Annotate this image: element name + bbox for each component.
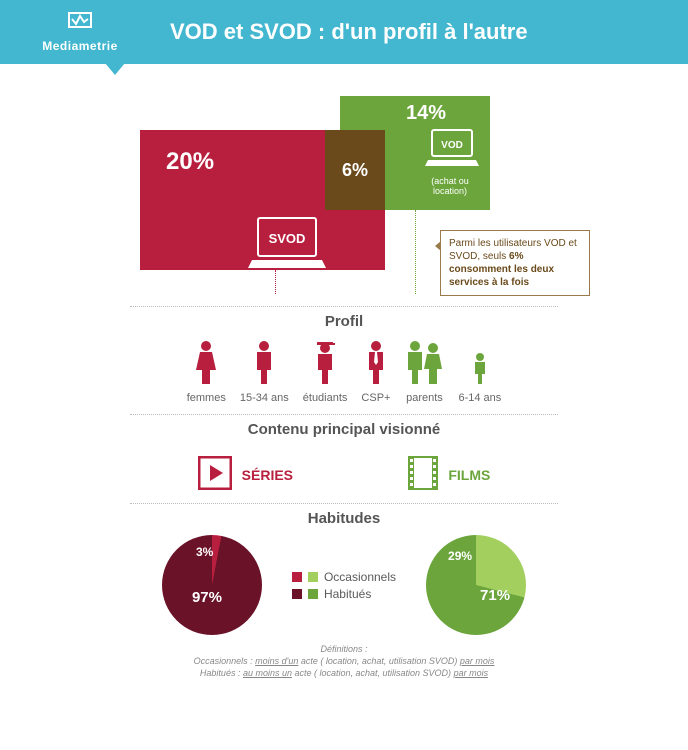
person-icon xyxy=(303,340,348,386)
content-series: SÉRIES xyxy=(198,456,293,493)
vod-sublabel: (achat ou location) xyxy=(420,176,480,196)
content-films: FILMS xyxy=(408,456,490,493)
section-title-profil: Profil xyxy=(130,306,558,330)
svg-text:VOD: VOD xyxy=(441,140,463,151)
callout-box: Parmi les utilisateurs VOD et SVOD, seul… xyxy=(440,230,590,296)
pie-label: 3% xyxy=(196,545,213,559)
profil-item: CSP+ xyxy=(361,340,390,404)
overlap-box: 6% xyxy=(325,130,385,210)
profil-item: parents xyxy=(404,340,444,404)
person-icon xyxy=(404,340,444,386)
content-label: FILMS xyxy=(448,467,490,483)
logo-icon xyxy=(20,11,140,39)
header-pointer xyxy=(0,64,688,88)
footer-line: Définitions : xyxy=(80,643,608,655)
profil-label: 6-14 ans xyxy=(458,392,501,404)
profil-label: CSP+ xyxy=(361,392,390,404)
overlap-percent: 6% xyxy=(342,160,368,181)
footer-line: Habitués : au moins un acte ( location, … xyxy=(80,667,608,679)
svg-text:SVOD: SVOD xyxy=(269,231,306,246)
play-icon xyxy=(198,456,232,493)
content-area: 14% VOD (achat ou location) 20% SVOD xyxy=(0,96,688,689)
pie-chart xyxy=(426,535,526,635)
page-title: VOD et SVOD : d'un profil à l'autre xyxy=(170,19,528,45)
profil-label: parents xyxy=(404,392,444,404)
profil-item: 6-14 ans xyxy=(458,340,501,404)
legend-label: Occasionnels xyxy=(324,570,396,584)
profil-row: femmes 15-34 ans étudiants CSP+ parents 6-14 … xyxy=(80,340,608,404)
content-row: SÉRIES FILMS xyxy=(140,456,548,493)
person-icon xyxy=(361,340,390,386)
definitions-footer: Définitions : Occasionnels : moins d'un … xyxy=(80,643,608,679)
profil-label: étudiants xyxy=(303,392,348,404)
person-icon xyxy=(458,340,501,386)
swatch-icon xyxy=(292,589,302,599)
pie-vod: 29% 71% xyxy=(426,535,526,635)
profil-label: femmes xyxy=(187,392,226,404)
pie-svod: 3% 97% xyxy=(162,535,262,635)
pie-label: 71% xyxy=(480,587,510,604)
habitudes-row: 3% 97% Occasionnels Habitués 29% 71% xyxy=(80,535,608,635)
profil-item: femmes xyxy=(187,340,226,404)
legend-row: Habitués xyxy=(292,587,396,601)
logo: Mediametrie xyxy=(20,11,140,53)
swatch-icon xyxy=(308,589,318,599)
section-title-contenu: Contenu principal visionné xyxy=(130,414,558,438)
svod-percent: 20% xyxy=(166,148,214,176)
person-icon xyxy=(187,340,226,386)
swatch-icon xyxy=(308,572,318,582)
content-label: SÉRIES xyxy=(242,467,293,483)
section-title-habitudes: Habitudes xyxy=(130,503,558,527)
film-icon xyxy=(408,456,438,493)
pie-label: 97% xyxy=(192,589,222,606)
pie-label: 29% xyxy=(448,549,472,563)
venn-diagram: 14% VOD (achat ou location) 20% SVOD xyxy=(80,96,608,296)
vod-percent: 14% xyxy=(406,102,446,125)
header: Mediametrie VOD et SVOD : d'un profil à … xyxy=(0,0,688,64)
dotted-connector xyxy=(275,270,276,294)
legend-label: Habitués xyxy=(324,587,371,601)
swatch-icon xyxy=(292,572,302,582)
pie-legend: Occasionnels Habitués xyxy=(292,567,396,604)
profil-item: étudiants xyxy=(303,340,348,404)
person-icon xyxy=(240,340,289,386)
laptop-icon: VOD xyxy=(424,128,480,173)
brand-name: Mediametrie xyxy=(20,39,140,53)
laptop-icon: SVOD xyxy=(248,216,326,277)
profil-label: 15-34 ans xyxy=(240,392,289,404)
legend-row: Occasionnels xyxy=(292,570,396,584)
profil-item: 15-34 ans xyxy=(240,340,289,404)
dotted-connector xyxy=(415,210,416,294)
footer-line: Occasionnels : moins d'un acte ( locatio… xyxy=(80,655,608,667)
